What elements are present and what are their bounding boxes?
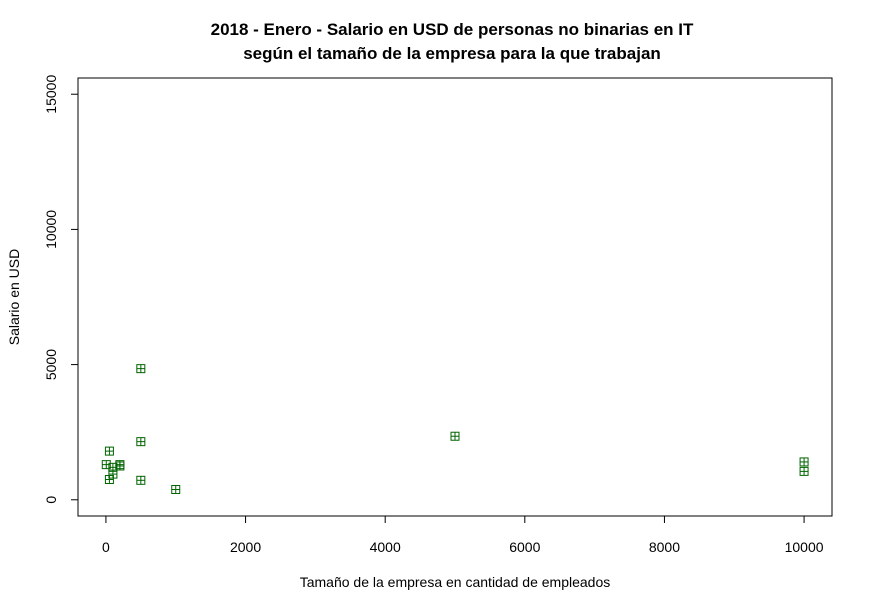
data-point	[136, 437, 146, 447]
chart-title-line-2: según el tamaño de la empresa para la qu…	[243, 44, 661, 63]
data-point	[101, 460, 111, 470]
chart-title-line-1: 2018 - Enero - Salario en USD de persona…	[211, 20, 694, 39]
x-axis: 0 2000 4000 6000 8000 10000	[102, 515, 824, 555]
x-tick-label: 8000	[649, 539, 680, 555]
data-point	[136, 364, 146, 374]
data-point	[799, 466, 809, 476]
data-point	[799, 457, 809, 467]
data-point	[136, 475, 146, 485]
y-tick-label: 0	[43, 496, 59, 504]
data-point	[171, 485, 181, 495]
y-tick-label: 10000	[43, 210, 59, 249]
data-point	[115, 461, 125, 471]
data-point	[104, 446, 114, 456]
y-tick-label: 5000	[43, 349, 59, 380]
x-axis-label: Tamaño de la empresa en cantidad de empl…	[300, 574, 611, 590]
y-tick-label: 15000	[43, 75, 59, 114]
x-tick-label: 2000	[230, 539, 261, 555]
data-point	[108, 469, 118, 479]
y-axis: 0 5000 10000 15000	[43, 75, 79, 504]
y-axis-label: Salario en USD	[6, 249, 22, 346]
plot-frame	[77, 77, 833, 517]
data-point	[104, 475, 114, 484]
data-point	[450, 431, 460, 441]
x-tick-label: 4000	[370, 539, 401, 555]
x-tick-label: 0	[102, 539, 110, 555]
x-tick-label: 6000	[509, 539, 540, 555]
data-points	[101, 364, 809, 495]
x-tick-label: 10000	[785, 539, 824, 555]
